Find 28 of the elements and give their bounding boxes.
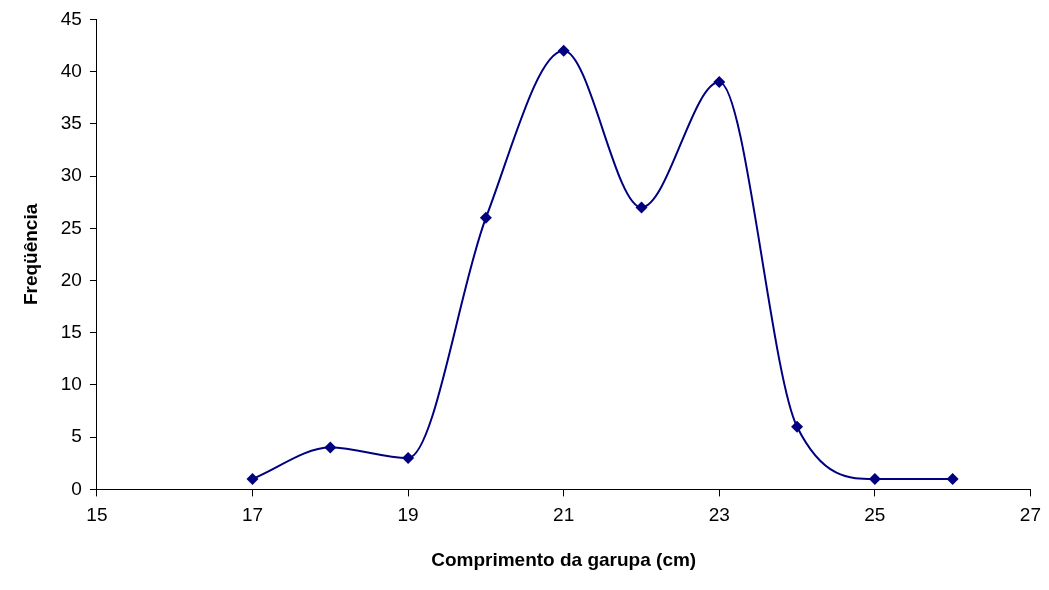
point	[635, 201, 648, 214]
y-tick-label: 15	[60, 320, 82, 342]
point	[557, 44, 570, 57]
x-tick-label: 19	[397, 504, 419, 526]
y-tick-label: 35	[60, 112, 82, 134]
x-tick-label: 27	[1019, 504, 1041, 526]
point	[402, 452, 415, 465]
y-tick-label: 5	[71, 425, 82, 447]
x-tick-label: 15	[86, 504, 108, 526]
point	[946, 472, 959, 485]
point	[713, 76, 726, 89]
x-tick-label: 25	[864, 504, 886, 526]
y-tick-label: 45	[60, 7, 82, 29]
point	[246, 472, 259, 485]
point	[324, 441, 337, 454]
y-tick-label: 40	[60, 59, 82, 81]
point	[791, 420, 804, 433]
x-axis-title: Comprimento da garupa (cm)	[431, 548, 697, 570]
x-tick-label: 21	[553, 504, 575, 526]
x-tick-label: 17	[241, 504, 264, 526]
point	[479, 211, 492, 224]
y-tick-label: 10	[60, 373, 82, 395]
y-axis-title: Freqüência	[19, 203, 41, 306]
y-tick-label: 30	[60, 164, 82, 186]
y-tick-label: 20	[60, 268, 82, 290]
y-tick-label: 25	[60, 216, 82, 238]
y-tick-label: 0	[71, 477, 82, 499]
x-tick-label: 23	[708, 504, 730, 526]
